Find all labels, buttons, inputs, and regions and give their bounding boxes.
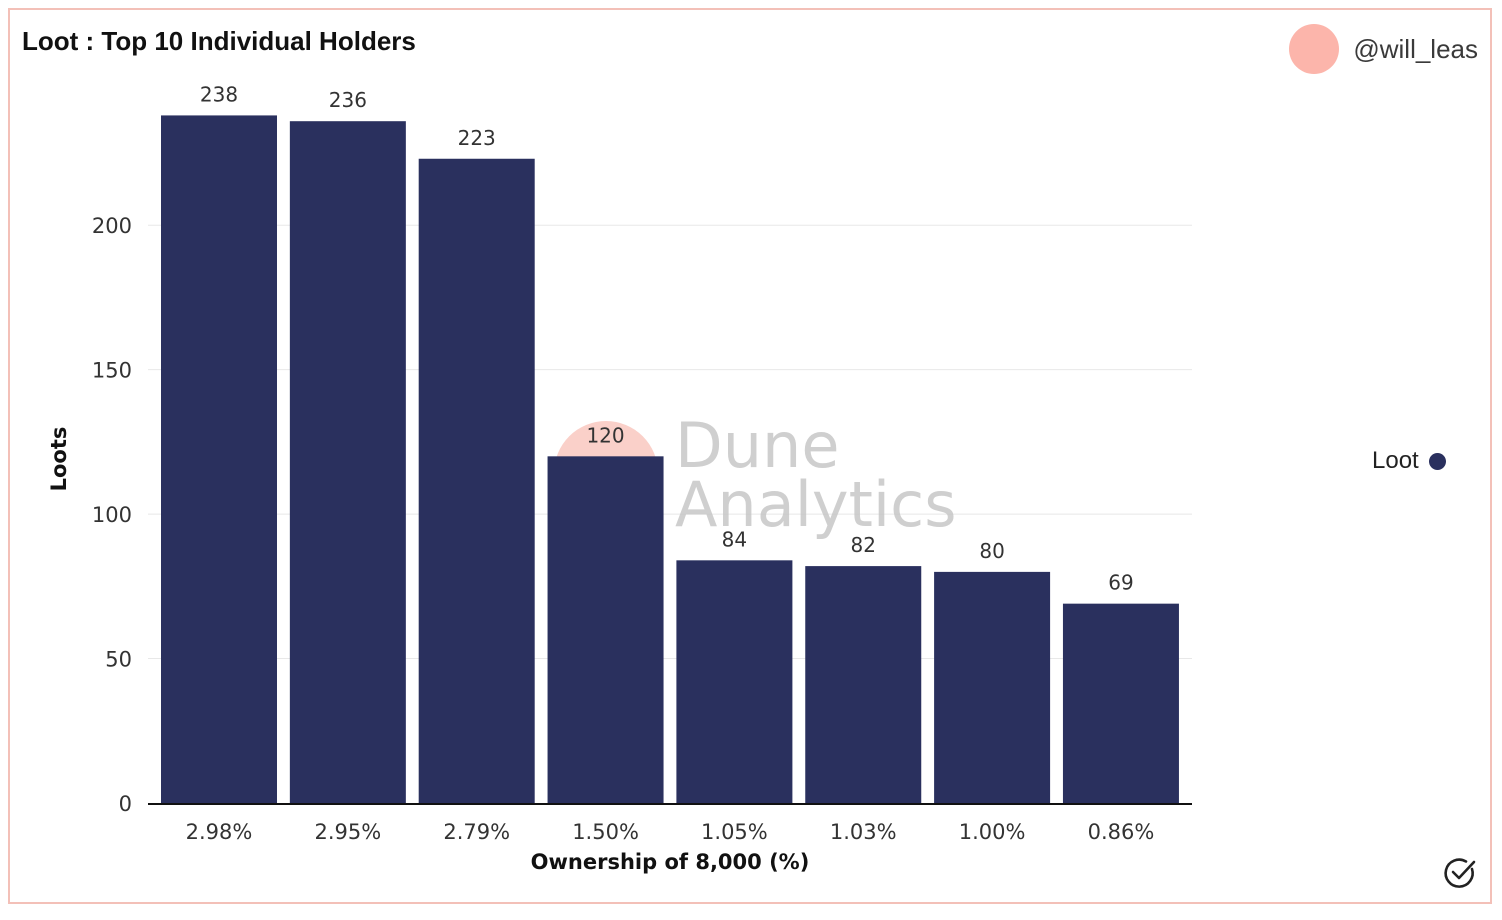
author-badge[interactable]: @will_leas bbox=[1289, 24, 1478, 74]
bar-value-label: 236 bbox=[329, 88, 367, 112]
bar-value-labels: 238 236 223 120 84 82 80 69 bbox=[200, 82, 1134, 594]
bar-value-label: 84 bbox=[722, 527, 747, 551]
x-tick-label: 1.00% bbox=[959, 820, 1026, 844]
bar-value-label: 120 bbox=[586, 423, 624, 447]
x-tick-label: 2.95% bbox=[314, 820, 381, 844]
x-tick-label: 1.50% bbox=[572, 820, 639, 844]
bar[interactable] bbox=[676, 560, 793, 803]
y-tick-label: 100 bbox=[92, 503, 132, 527]
x-tick-label: 1.05% bbox=[701, 820, 768, 844]
y-tick-label: 200 bbox=[92, 214, 132, 238]
bars bbox=[161, 115, 1179, 804]
author-name[interactable]: @will_leas bbox=[1353, 33, 1478, 64]
bar[interactable] bbox=[418, 158, 535, 804]
x-tick-label: 0.86% bbox=[1088, 820, 1155, 844]
bar-value-label: 223 bbox=[458, 126, 496, 150]
check-circle-icon[interactable] bbox=[1442, 855, 1478, 891]
watermark-line1: Dune bbox=[675, 409, 839, 482]
bar-value-label: 238 bbox=[200, 82, 238, 106]
x-axis-title: Ownership of 8,000 (%) bbox=[531, 850, 810, 874]
bar[interactable] bbox=[1062, 603, 1179, 803]
avatar[interactable] bbox=[1289, 24, 1340, 74]
bar[interactable] bbox=[161, 115, 277, 804]
legend[interactable]: Loot bbox=[1372, 447, 1446, 475]
bar-value-label: 80 bbox=[979, 539, 1004, 563]
y-tick-label: 50 bbox=[105, 648, 132, 672]
bar[interactable] bbox=[934, 571, 1051, 803]
x-tick-label: 1.03% bbox=[830, 820, 897, 844]
bar[interactable] bbox=[805, 566, 922, 803]
y-axis-ticks: 0 50 100 150 200 bbox=[92, 214, 132, 816]
bar-value-label: 69 bbox=[1108, 571, 1133, 595]
x-tick-label: 2.98% bbox=[186, 820, 253, 844]
bar[interactable] bbox=[289, 121, 406, 804]
y-tick-label: 150 bbox=[92, 359, 132, 383]
legend-label-loot[interactable]: Loot bbox=[1372, 447, 1419, 474]
y-axis-title: Loots bbox=[47, 427, 71, 492]
x-tick-label: 2.79% bbox=[443, 820, 510, 844]
legend-marker-loot bbox=[1428, 452, 1446, 470]
y-tick-label: 0 bbox=[119, 792, 132, 816]
x-axis-ticks: 2.98% 2.95% 2.79% 1.50% 1.05% 1.03% 1.00% 0.86% bbox=[186, 820, 1155, 844]
chart-title: Loot : Top 10 Individual Holders bbox=[22, 26, 416, 56]
bar[interactable] bbox=[547, 456, 664, 803]
watermark-line2: Analytics bbox=[675, 468, 957, 541]
bar-value-label: 82 bbox=[851, 533, 876, 557]
